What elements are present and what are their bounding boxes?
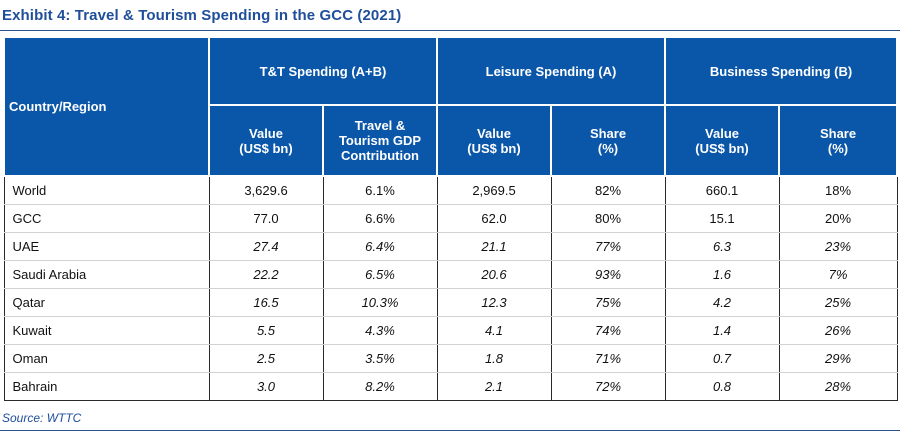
table-row: World 3,629.6 6.1% 2,969.5 82% 660.1 18% <box>3 176 898 205</box>
country-cell: GCC <box>3 204 210 233</box>
leisure-spending-header: Leisure Spending (A) <box>435 36 667 106</box>
page-title: Exhibit 4: Travel & Tourism Spending in … <box>2 7 402 24</box>
header-line: Value <box>477 125 511 141</box>
header-line: Tourism GDP <box>338 133 422 148</box>
country-region-header: Country/Region <box>3 36 210 177</box>
header-line: Share <box>819 125 857 141</box>
value-cell: 1.8 <box>436 344 552 373</box>
table-row: Oman 2.5 3.5% 1.8 71% 0.7 29% <box>3 344 898 373</box>
header-line: Value <box>705 125 739 141</box>
value-cell: 22.2 <box>208 260 324 289</box>
table-row: Qatar 16.5 10.3% 12.3 75% 4.2 25% <box>3 288 898 317</box>
value-cell: 62.0 <box>436 204 552 233</box>
country-cell: Saudi Arabia <box>3 260 210 289</box>
tt-value-header: Value (US$ bn) <box>208 104 324 177</box>
table-row: GCC 77.0 6.6% 62.0 80% 15.1 20% <box>3 204 898 233</box>
top-rule <box>0 30 900 31</box>
value-cell: 10.3% <box>322 288 438 317</box>
value-cell: 8.2% <box>322 372 438 401</box>
value-cell: 6.1% <box>322 176 438 205</box>
business-spending-header: Business Spending (B) <box>664 36 899 106</box>
country-cell: Oman <box>3 344 210 373</box>
value-cell: 4.1 <box>436 316 552 345</box>
header-line: Contribution <box>341 148 419 163</box>
value-cell: 72% <box>550 372 666 401</box>
value-cell: 77.0 <box>208 204 324 233</box>
value-cell: 75% <box>550 288 666 317</box>
value-cell: 6.6% <box>322 204 438 233</box>
table-row: Kuwait 5.5 4.3% 4.1 74% 1.4 26% <box>3 316 898 345</box>
value-cell: 26% <box>778 316 898 345</box>
value-cell: 5.5 <box>208 316 324 345</box>
value-cell: 20.6 <box>436 260 552 289</box>
business-value-header: Value (US$ bn) <box>664 104 781 177</box>
value-cell: 15.1 <box>664 204 780 233</box>
value-cell: 4.3% <box>322 316 438 345</box>
value-cell: 16.5 <box>208 288 324 317</box>
value-cell: 29% <box>778 344 898 373</box>
value-cell: 25% <box>778 288 898 317</box>
value-cell: 6.4% <box>322 232 438 261</box>
header-line: Travel & <box>354 118 406 133</box>
value-cell: 27.4 <box>208 232 324 261</box>
value-cell: 2,969.5 <box>436 176 552 205</box>
value-cell: 20% <box>778 204 898 233</box>
header-line: (%) <box>597 140 619 156</box>
value-cell: 1.4 <box>664 316 780 345</box>
bottom-rule <box>0 430 900 431</box>
table-row: UAE 27.4 6.4% 21.1 77% 6.3 23% <box>3 232 898 261</box>
value-cell: 71% <box>550 344 666 373</box>
value-cell: 660.1 <box>664 176 780 205</box>
leisure-value-header: Value (US$ bn) <box>436 104 552 177</box>
value-cell: 4.2 <box>664 288 780 317</box>
source-note: Source: WTTC <box>2 411 82 425</box>
value-cell: 28% <box>778 372 898 401</box>
country-cell: Kuwait <box>3 316 210 345</box>
tt-spending-header: T&T Spending (A+B) <box>208 36 438 106</box>
header-line: (US$ bn) <box>239 140 293 156</box>
value-cell: 3.5% <box>322 344 438 373</box>
value-cell: 6.5% <box>322 260 438 289</box>
value-cell: 3.0 <box>208 372 324 401</box>
value-cell: 7% <box>778 260 898 289</box>
value-cell: 23% <box>778 232 898 261</box>
value-cell: 82% <box>550 176 666 205</box>
value-cell: 21.1 <box>436 232 552 261</box>
table-row: Saudi Arabia 22.2 6.5% 20.6 93% 1.6 7% <box>3 260 898 289</box>
table-row: Bahrain 3.0 8.2% 2.1 72% 0.8 28% <box>3 372 898 401</box>
value-cell: 74% <box>550 316 666 345</box>
value-cell: 2.5 <box>208 344 324 373</box>
header-line: Value <box>249 125 283 141</box>
spending-table: Country/Region T&T Spending (A+B) Leisur… <box>3 36 899 401</box>
value-cell: 80% <box>550 204 666 233</box>
header-line: (US$ bn) <box>467 140 521 156</box>
leisure-share-header: Share (%) <box>549 104 667 177</box>
value-cell: 0.7 <box>664 344 780 373</box>
value-cell: 6.3 <box>664 232 780 261</box>
country-cell: UAE <box>3 232 210 261</box>
tt-gdp-contribution-header: Travel & Tourism GDP Contribution <box>322 104 438 177</box>
value-cell: 12.3 <box>436 288 552 317</box>
value-cell: 1.6 <box>664 260 780 289</box>
value-cell: 3,629.6 <box>208 176 324 205</box>
country-cell: Bahrain <box>3 372 210 401</box>
header-line: (%) <box>827 140 849 156</box>
value-cell: 2.1 <box>436 372 552 401</box>
country-cell: World <box>3 176 210 205</box>
value-cell: 77% <box>550 232 666 261</box>
header-line: (US$ bn) <box>695 140 749 156</box>
value-cell: 0.8 <box>664 372 780 401</box>
business-share-header: Share (%) <box>778 104 899 177</box>
value-cell: 18% <box>778 176 898 205</box>
header-line: Share <box>589 125 627 141</box>
country-cell: Qatar <box>3 288 210 317</box>
value-cell: 93% <box>550 260 666 289</box>
